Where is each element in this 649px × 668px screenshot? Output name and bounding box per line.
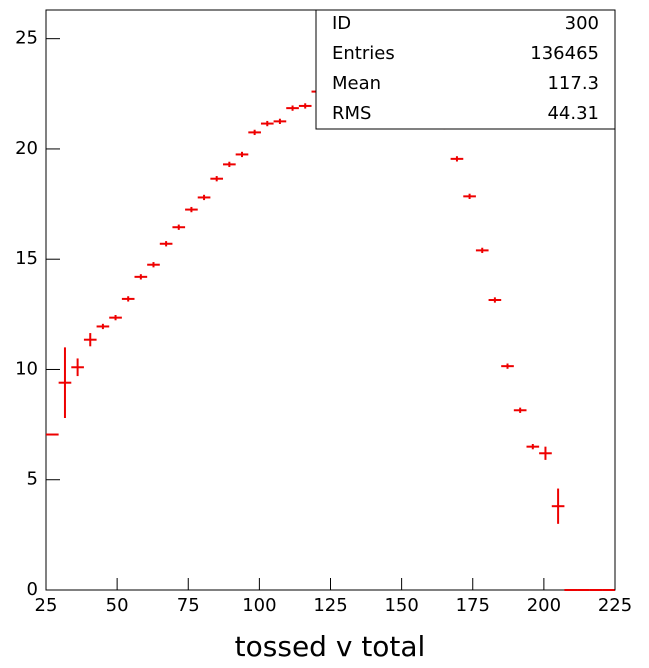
x-tick-label: 225 [598, 595, 632, 616]
stat-name: Mean [332, 73, 381, 94]
y-tick-label: 10 [15, 358, 38, 379]
stat-name: RMS [332, 103, 371, 124]
y-tick-label: 15 [15, 248, 38, 269]
x-tick-label: 25 [35, 595, 58, 616]
stats-box: ID 300 Entries 136465 Mean 117.3 RMS 44.31 [315, 9, 616, 130]
x-tick-label: 75 [177, 595, 200, 616]
stat-value: 300 [565, 13, 599, 34]
x-tick-label: 150 [384, 595, 418, 616]
stat-value: 117.3 [547, 73, 599, 94]
x-tick-label: 175 [456, 595, 490, 616]
x-tick-label: 200 [527, 595, 561, 616]
y-tick-label: 0 [27, 579, 38, 600]
stat-name: ID [332, 13, 351, 34]
x-tick-label: 50 [106, 595, 129, 616]
x-tick-label: 100 [242, 595, 276, 616]
y-tick-label: 5 [27, 469, 38, 490]
stat-value: 136465 [530, 43, 599, 64]
y-tick-label: 25 [15, 28, 38, 49]
x-axis-label: tossed v total [235, 630, 426, 663]
y-tick-label: 20 [15, 138, 38, 159]
stat-value: 44.31 [547, 103, 599, 124]
x-tick-label: 125 [313, 595, 347, 616]
stats-frame [315, 9, 616, 130]
stat-name: Entries [332, 43, 395, 64]
